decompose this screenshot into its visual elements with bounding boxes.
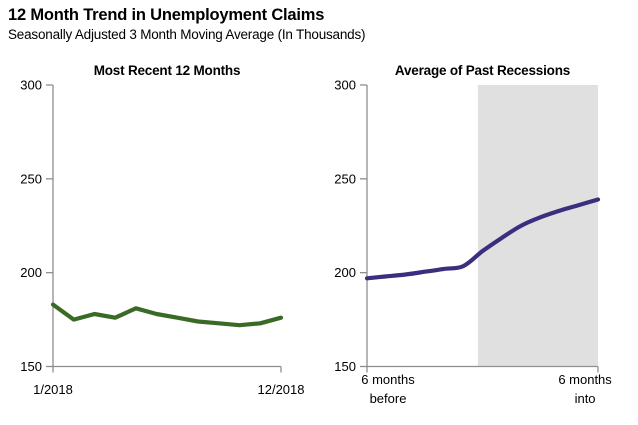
past-recessions-line [364,197,601,281]
y-axis-tick-label: 250 [20,171,42,186]
x-axis-tick-label: 12/2018 [258,382,305,397]
x-axis-tick-label: 6 months before [361,372,415,406]
chart-canvas-recent-12-months: 150 200 250 300 1/2018 12/2018 [20,78,305,398]
figure-subtitle: Seasonally Adjusted 3 Month Moving Avera… [8,27,366,42]
y-axis-tick-label: 150 [334,359,356,374]
chart-panel-past-recessions: Average of Past Recessions 150 200 250 300 6… [319,60,638,425]
y-axis-tick-label: 150 [20,359,42,374]
x-axis-tick-label: 1/2018 [33,382,73,397]
chart-canvas-past-recessions: 150 200 250 300 6 months before 6 months into [334,78,612,407]
chart-panel-recent-12-months: Most Recent 12 Months 150 200 250 300 1/2018… [0,60,319,425]
recent-12-months-line [50,302,284,328]
y-axis-tick-label: 200 [334,265,356,280]
figure-title: 12 Month Trend in Unemployment Claims [8,6,325,24]
recession-shaded-region [477,85,598,367]
y-axis-tick-label: 300 [334,78,356,93]
figure-header: 12 Month Trend in Unemployment Claims Se… [8,4,630,44]
y-axis-tick-label: 300 [20,78,42,93]
y-axis-tick-label: 250 [334,171,356,186]
chart-title-past-recessions: Average of Past Recessions [394,63,571,78]
x-axis-tick-label: 6 months into [558,372,612,406]
chart-title-recent-12-months: Most Recent 12 Months [93,63,241,78]
y-axis-tick-label: 200 [20,265,42,280]
